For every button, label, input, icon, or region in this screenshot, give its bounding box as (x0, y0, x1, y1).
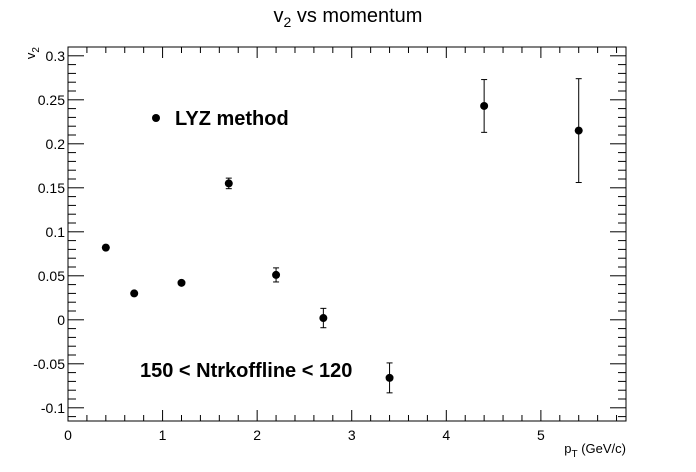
plot-frame (67, 46, 627, 422)
y-tick-label: 0.1 (46, 224, 66, 240)
legend-marker (152, 114, 160, 122)
chart-title: v2 vs momentum (274, 5, 423, 30)
x-tick-label: 2 (253, 427, 261, 443)
y-tick-label: 0.25 (38, 92, 65, 108)
x-axis-title: pT (GeV/c) (564, 441, 626, 460)
y-tick-label: 0.2 (46, 136, 66, 152)
y-tick-label: -0.05 (33, 356, 65, 372)
x-tick-label: 5 (537, 427, 545, 443)
axis-ticks (67, 46, 626, 421)
data-point (385, 373, 394, 382)
y-axis-title: v2 (23, 47, 42, 60)
data-point (130, 289, 139, 298)
y-tick-label: -0.1 (41, 400, 65, 416)
data-point (319, 314, 328, 323)
data-point (101, 243, 110, 252)
y-tick-label: 0.15 (38, 180, 65, 196)
x-tick-label: 3 (348, 427, 356, 443)
x-tick-label: 4 (442, 427, 450, 443)
axis-tick-labels: 0 1 2 3 4 5 -0.1 -0.05 0 0.05 0.1 0.15 0.2 0.25 0.3 (33, 48, 545, 443)
data-point (224, 179, 233, 188)
data-point (177, 278, 186, 287)
x-tick-label: 1 (159, 427, 167, 443)
y-tick-label: 0.3 (46, 48, 66, 64)
y-tick-label: 0.05 (38, 268, 65, 284)
legend-label: LYZ method (175, 108, 289, 130)
data-point (480, 101, 489, 110)
data-point (574, 126, 583, 135)
x-tick-label: 0 (64, 427, 72, 443)
data-point (272, 270, 281, 279)
annotation-text: 150 < Ntrkoffline < 120 (140, 360, 352, 382)
y-tick-label: 0 (57, 312, 65, 328)
data-series (101, 78, 583, 394)
